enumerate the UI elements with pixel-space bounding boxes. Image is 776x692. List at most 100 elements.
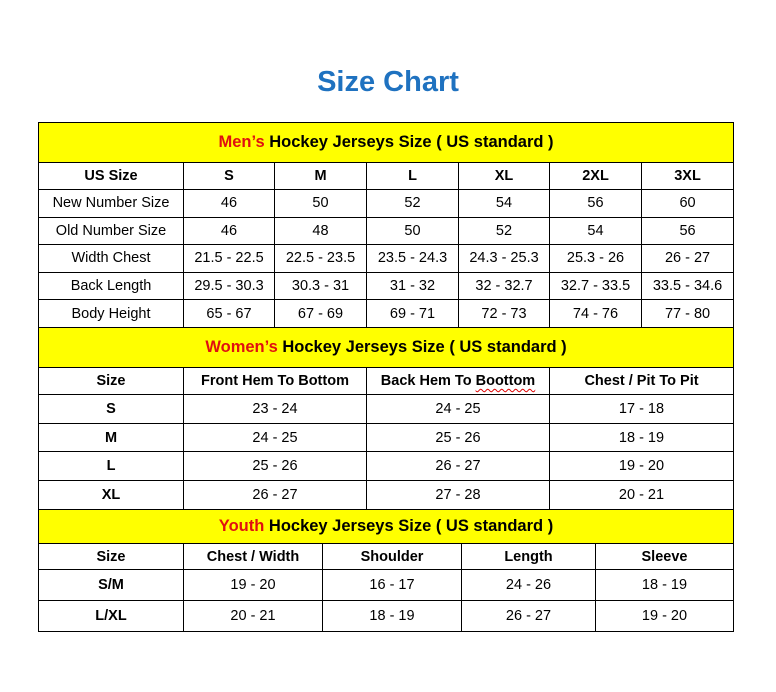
column-header: US Size xyxy=(38,162,184,190)
row-label: L/XL xyxy=(38,600,184,632)
column-header-label: Sleeve xyxy=(641,548,688,565)
table-cell: 77 - 80 xyxy=(640,299,735,328)
table-cell: 26 - 27 xyxy=(183,480,367,510)
column-header: Size xyxy=(38,543,184,570)
table-cell: 26 - 27 xyxy=(366,451,550,482)
table-cell: 23 - 24 xyxy=(183,394,367,424)
table-cell: 54 xyxy=(458,189,550,218)
table-row: Old Number Size 46 48 50 52 54 56 xyxy=(38,216,735,246)
youth-banner-text: Hockey Jerseys Size ( US standard ) xyxy=(264,517,554,535)
youth-header-row: Size Chest / Width Shoulder Length Sleeve xyxy=(38,543,735,570)
youth-banner: Youth Hockey Jerseys Size ( US standard … xyxy=(37,509,735,544)
table-cell: 29.5 - 30.3 xyxy=(183,271,275,301)
women-size-section: Women’s Hockey Jerseys Size ( US standar… xyxy=(37,327,735,510)
table-row: XL 26 - 27 27 - 28 20 - 21 xyxy=(38,480,735,510)
table-cell: 67 - 69 xyxy=(274,299,367,328)
table-cell: 19 - 20 xyxy=(548,451,735,482)
column-header-label: Chest / Width xyxy=(206,548,300,565)
table-cell: 31 - 32 xyxy=(366,271,459,301)
table-cell: 19 - 20 xyxy=(594,600,735,632)
men-header-row: US Size S M L XL 2XL 3XL xyxy=(38,162,735,190)
column-header: Size xyxy=(38,367,184,395)
table-cell: 23.5 - 24.3 xyxy=(366,244,459,273)
row-label: S xyxy=(38,394,184,424)
column-header-label: Length xyxy=(504,548,553,565)
table-row: M 24 - 25 25 - 26 18 - 19 xyxy=(38,422,735,453)
table-cell: 21.5 - 22.5 xyxy=(183,244,275,273)
men-size-table: Men’s Hockey Jerseys Size ( US standard … xyxy=(37,122,735,328)
table-cell: 19 - 20 xyxy=(183,569,323,601)
column-header: Shoulder xyxy=(322,543,462,570)
column-header: Length xyxy=(461,543,596,570)
table-row: Back Length 29.5 - 30.3 30.3 - 31 31 - 32 32… xyxy=(38,271,735,301)
women-header-row: Size Front Hem To Bottom Back Hem To Boott… xyxy=(38,367,735,395)
row-label: L xyxy=(38,451,184,482)
column-header-label: 3XL xyxy=(674,168,701,184)
misspelled-word: Boottom xyxy=(475,373,536,389)
column-header: Front Hem To Bottom xyxy=(183,367,367,395)
column-header: XL xyxy=(458,162,550,190)
table-cell: 50 xyxy=(274,189,367,218)
row-label: New Number Size xyxy=(38,189,184,218)
column-header-label: S xyxy=(224,168,234,184)
row-label: Body Height xyxy=(38,299,184,328)
column-header-label: Shoulder xyxy=(360,548,424,565)
women-size-table: Women’s Hockey Jerseys Size ( US standar… xyxy=(37,327,735,510)
youth-size-section: Youth Hockey Jerseys Size ( US standard … xyxy=(37,509,735,632)
column-header-label: XL xyxy=(494,168,514,184)
youth-banner-highlight: Youth xyxy=(218,517,265,535)
women-banner-highlight: Women’s xyxy=(205,338,278,356)
table-cell: 52 xyxy=(366,189,459,218)
table-cell: 32.7 - 33.5 xyxy=(549,271,642,301)
table-cell: 48 xyxy=(274,216,367,246)
column-header: Back Hem To Boottom xyxy=(366,367,550,395)
table-cell: 27 - 28 xyxy=(366,480,550,510)
table-cell: 26 - 27 xyxy=(640,244,735,273)
table-cell: 18 - 19 xyxy=(548,422,735,453)
column-header-label: Back Hem To Boottom xyxy=(380,373,536,389)
table-cell: 17 - 18 xyxy=(548,394,735,424)
table-cell: 52 xyxy=(458,216,550,246)
column-header-label: Size xyxy=(96,373,126,389)
column-header-label: Chest / Pit To Pit xyxy=(584,373,699,389)
table-cell: 60 xyxy=(640,189,735,218)
table-cell: 72 - 73 xyxy=(458,299,550,328)
men-banner-text: Hockey Jerseys Size ( US standard ) xyxy=(264,133,554,151)
column-header-label: US Size xyxy=(84,168,138,184)
row-label: Back Length xyxy=(38,271,184,301)
column-header: Chest / Width xyxy=(183,543,323,570)
column-header-label: 2XL xyxy=(582,168,609,184)
column-header: L xyxy=(366,162,459,190)
table-row: Width Chest 21.5 - 22.5 22.5 - 23.5 23.5 - … xyxy=(38,244,735,273)
column-header: Sleeve xyxy=(594,543,735,570)
table-cell: 46 xyxy=(183,189,275,218)
table-row: New Number Size 46 50 52 54 56 60 xyxy=(38,189,735,218)
table-cell: 25 - 26 xyxy=(366,422,550,453)
row-label: XL xyxy=(38,480,184,510)
table-cell: 69 - 71 xyxy=(366,299,459,328)
table-cell: 24 - 25 xyxy=(183,422,367,453)
table-cell: 24 - 25 xyxy=(366,394,550,424)
row-label: S/M xyxy=(38,569,184,601)
table-cell: 16 - 17 xyxy=(322,569,462,601)
column-header: M xyxy=(274,162,367,190)
table-row: L 25 - 26 26 - 27 19 - 20 xyxy=(38,451,735,482)
row-label: M xyxy=(38,422,184,453)
table-cell: 30.3 - 31 xyxy=(274,271,367,301)
table-cell: 20 - 21 xyxy=(548,480,735,510)
table-cell: 32 - 32.7 xyxy=(458,271,550,301)
women-banner-text: Hockey Jerseys Size ( US standard ) xyxy=(277,338,567,356)
table-cell: 54 xyxy=(549,216,642,246)
table-cell: 22.5 - 23.5 xyxy=(274,244,367,273)
table-row: S/M 19 - 20 16 - 17 24 - 26 18 - 19 xyxy=(38,569,735,601)
column-header: 2XL xyxy=(549,162,642,190)
column-header: S xyxy=(183,162,275,190)
men-size-section: Men’s Hockey Jerseys Size ( US standard … xyxy=(37,122,735,328)
table-cell: 26 - 27 xyxy=(461,600,596,632)
table-row: Body Height 65 - 67 67 - 69 69 - 71 72 - 73 7… xyxy=(38,299,735,328)
table-cell: 25.3 - 26 xyxy=(549,244,642,273)
table-cell: 74 - 76 xyxy=(549,299,642,328)
column-header-label: Front Hem To Bottom xyxy=(201,373,349,389)
row-label: Width Chest xyxy=(38,244,184,273)
youth-size-table: Youth Hockey Jerseys Size ( US standard … xyxy=(37,509,735,632)
